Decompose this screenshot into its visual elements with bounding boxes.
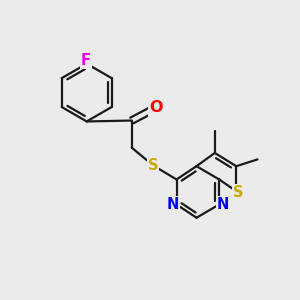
Text: F: F [81,53,91,68]
Text: O: O [149,100,163,116]
Text: N: N [217,197,229,212]
Text: N: N [167,197,179,212]
Text: S: S [148,158,158,173]
Text: S: S [233,185,244,200]
